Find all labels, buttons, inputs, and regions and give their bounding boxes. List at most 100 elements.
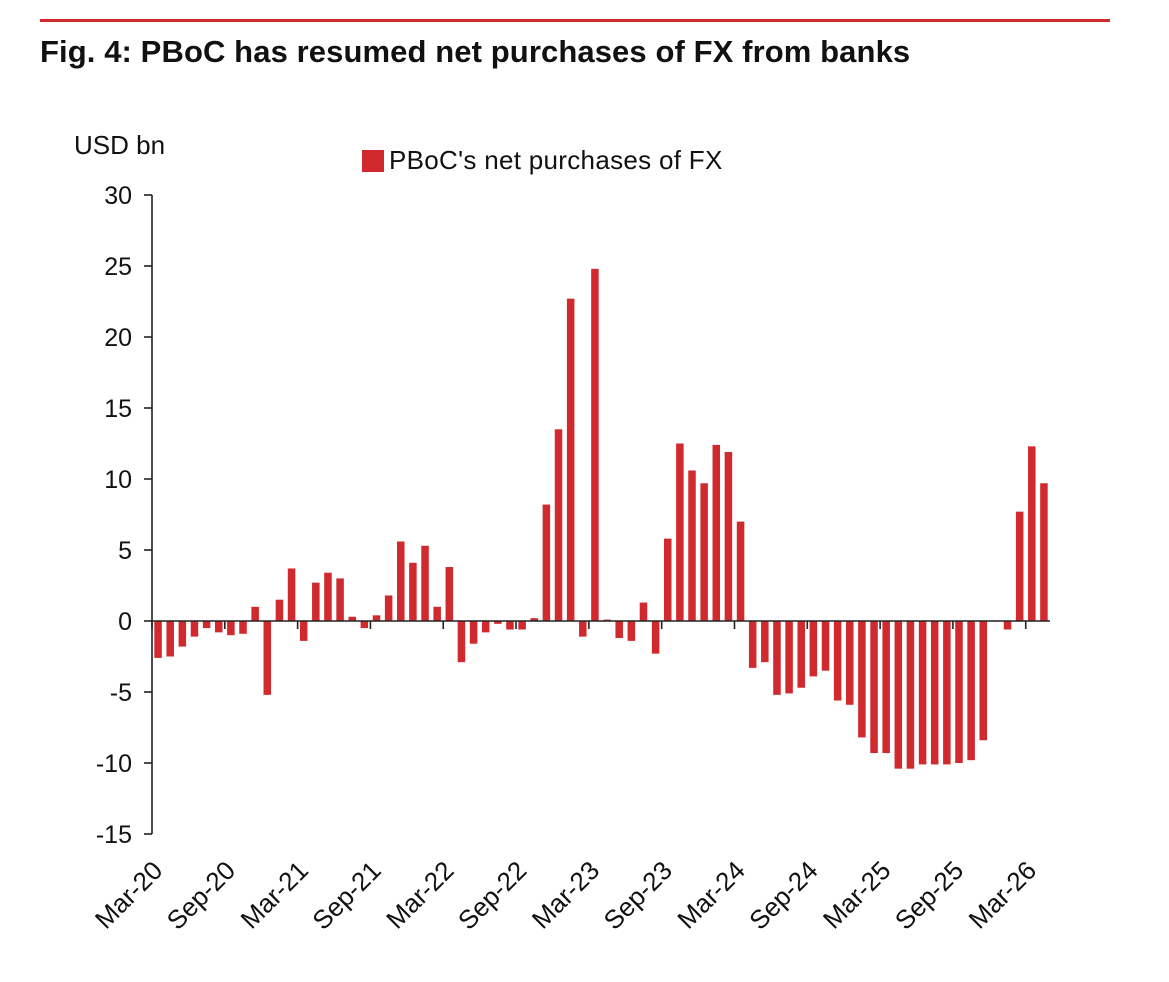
y-tick-label: 30 [104, 182, 132, 210]
bar [1028, 446, 1036, 621]
bar [360, 621, 369, 629]
bar [967, 621, 975, 761]
bar [1003, 621, 1012, 630]
bar [870, 621, 878, 754]
y-tick-label: 10 [104, 466, 132, 494]
y-tick-label: -5 [110, 679, 132, 707]
bar [943, 621, 951, 765]
bar [700, 483, 708, 621]
bar [518, 621, 526, 630]
bar [227, 621, 235, 636]
bar [409, 562, 417, 621]
bar [202, 621, 211, 629]
bar [506, 621, 514, 630]
bar [494, 621, 502, 624]
bar [955, 621, 963, 763]
bar [906, 621, 915, 769]
bar [663, 538, 672, 621]
bar [178, 621, 187, 647]
x-tick-label: Mar-26 [963, 855, 1042, 934]
bar [688, 470, 696, 621]
legend-label: PBoC's net purchases of FX [389, 145, 723, 175]
figure-title: Fig. 4: PBoC has resumed net purchases o… [40, 34, 911, 69]
x-tick-label: Mar-20 [89, 855, 168, 934]
bar [773, 621, 781, 695]
bar [263, 621, 272, 695]
bar [481, 621, 490, 633]
bar [821, 621, 830, 671]
bar [530, 618, 539, 621]
bar [579, 621, 587, 637]
legend-swatch [362, 149, 384, 172]
bar [166, 621, 174, 657]
x-tick-label: Sep-22 [452, 855, 532, 935]
bar [748, 621, 757, 668]
bar [554, 429, 563, 621]
bar [918, 621, 927, 765]
bar [615, 621, 623, 639]
bar [979, 621, 988, 741]
y-tick-label: 20 [104, 324, 132, 352]
y-tick-label: -15 [96, 821, 132, 849]
bar [627, 621, 636, 641]
bar [858, 621, 866, 738]
bar [712, 444, 721, 621]
x-tick-label: Sep-25 [889, 855, 969, 935]
x-tick-label: Sep-23 [597, 855, 677, 935]
x-tick-label: Mar-25 [817, 855, 896, 934]
bar [299, 621, 308, 641]
bar [833, 621, 842, 701]
bar [214, 621, 223, 633]
bar [251, 606, 259, 621]
bar [336, 578, 344, 621]
bar [676, 443, 684, 621]
bar [882, 621, 890, 754]
bar [372, 615, 381, 621]
x-tick-label: Sep-21 [306, 855, 386, 935]
bar [651, 621, 660, 654]
x-tick-label: Sep-20 [161, 855, 241, 935]
bar [312, 582, 320, 621]
bar [1015, 511, 1024, 621]
bar [736, 521, 745, 621]
bar [761, 621, 769, 663]
title-rule [40, 19, 1110, 22]
bar [239, 621, 247, 634]
bar [785, 621, 793, 694]
bar [639, 602, 648, 621]
x-tick-label: Mar-22 [380, 855, 459, 934]
bar [397, 541, 405, 621]
bar [190, 621, 199, 637]
bar [930, 621, 939, 765]
x-tick-label: Mar-23 [526, 855, 605, 934]
bar [469, 621, 478, 644]
bar [591, 268, 599, 621]
bar [809, 621, 818, 677]
x-tick-label: Mar-24 [671, 855, 750, 934]
y-tick-label: 25 [104, 253, 132, 281]
x-tick-label: Mar-21 [234, 855, 313, 934]
bar [348, 616, 356, 621]
bar [445, 567, 454, 621]
bar [324, 572, 332, 621]
bar [542, 504, 551, 621]
legend: PBoC's net purchases of FX [362, 145, 723, 176]
bar [894, 621, 903, 769]
y-tick-label: 5 [118, 537, 132, 565]
bar [724, 452, 733, 621]
bar [287, 568, 296, 621]
y-tick-label: 0 [118, 608, 132, 636]
bar [384, 595, 393, 621]
bar [457, 621, 466, 663]
bar [421, 545, 429, 621]
bar [154, 621, 162, 658]
y-tick-label: -10 [96, 750, 132, 778]
y-tick-label: 15 [104, 395, 132, 423]
bar [275, 599, 284, 621]
bar [797, 621, 805, 688]
bar [846, 621, 854, 705]
bar [433, 606, 441, 621]
y-axis-unit-label: USD bn [74, 130, 166, 160]
x-tick-label: Sep-24 [743, 855, 823, 935]
